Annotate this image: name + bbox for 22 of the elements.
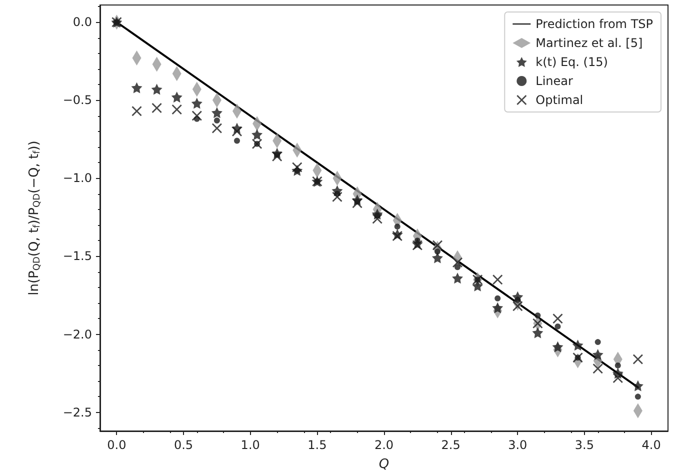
x-axis-title: Q (378, 457, 390, 472)
y-tick-label: −2.5 (62, 405, 92, 420)
x-tick-label: 3.5 (574, 438, 594, 452)
legend-label: Prediction from TSP (536, 17, 654, 31)
y-tick-label: −2.0 (62, 327, 92, 342)
x-tick-label: 2.0 (374, 438, 394, 452)
x-tick-label: 1.5 (308, 438, 327, 452)
x-tick-label: 3.0 (508, 438, 528, 452)
y-tick-label: −1.5 (62, 249, 92, 264)
y-tick-label: −1.0 (62, 171, 92, 186)
legend-label: Optimal (536, 93, 584, 107)
legend-label: Linear (536, 74, 574, 88)
x-tick-label: 1.0 (240, 438, 260, 452)
y-tick-label: 0.0 (72, 15, 92, 30)
legend-label: Martinez et al. [5] (536, 36, 643, 50)
x-tick-label: 0.5 (174, 438, 194, 452)
text: ln(PQD(Q, tf)/PQD(−Q, tf)) (27, 140, 42, 296)
x-tick-label: 0.0 (107, 438, 126, 452)
y-tick-label: −0.5 (62, 93, 92, 108)
x-tick-label: 2.5 (441, 438, 460, 452)
x-tick-label: 4.0 (642, 438, 661, 452)
legend-label: k(t) Eq. (15) (536, 55, 608, 69)
